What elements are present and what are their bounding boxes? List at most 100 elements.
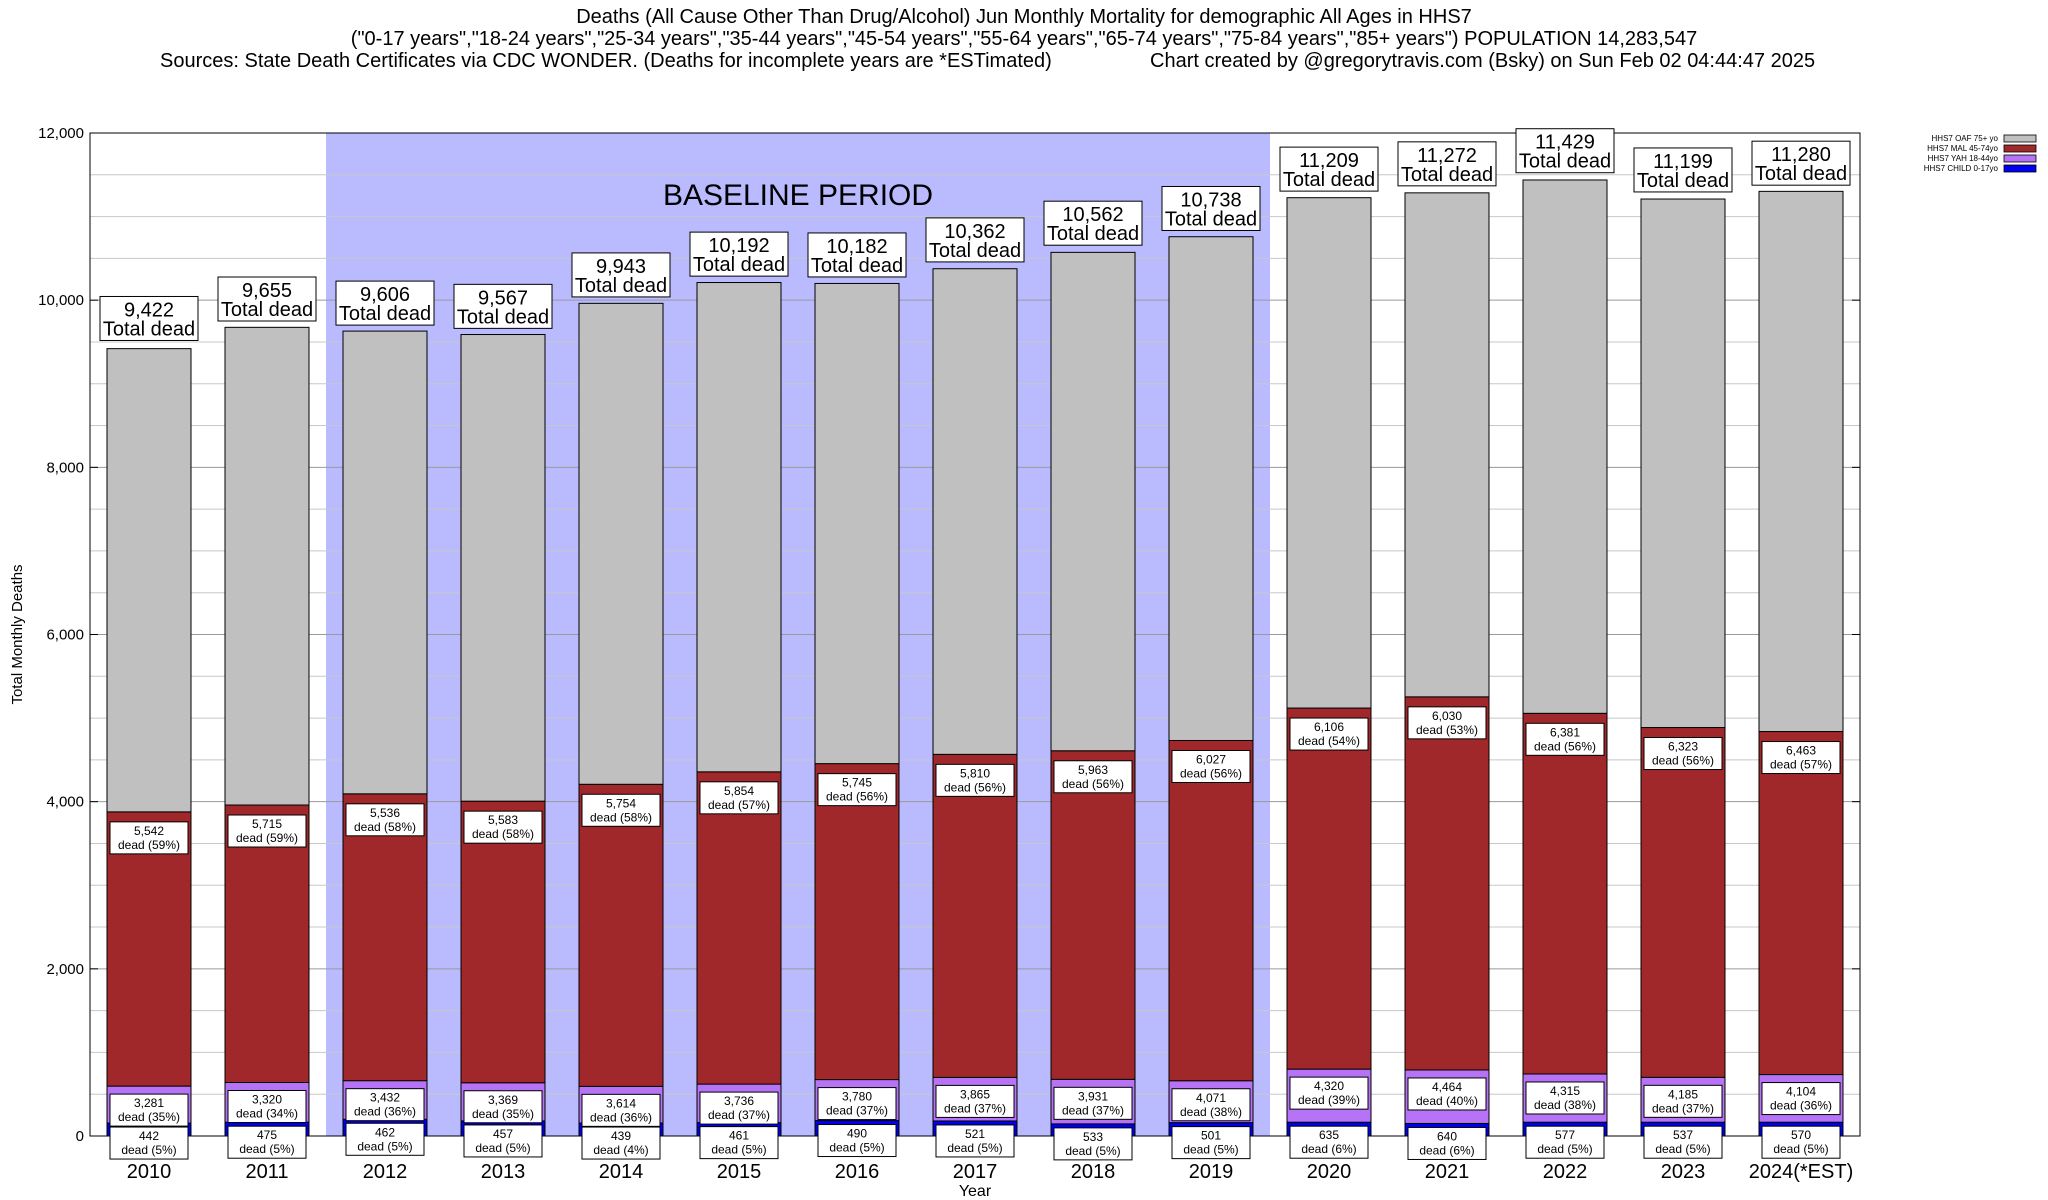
yah-label-box [581, 1126, 661, 1160]
mal-label-box [1643, 1084, 1723, 1118]
yah-label-value: 442 [139, 1129, 159, 1143]
oaf-label-pct: dead (56%) [944, 780, 1006, 794]
mal-label-value: 4,320 [1314, 1079, 1344, 1093]
mal-label-pct: dead (37%) [1652, 1101, 1714, 1115]
yah-label-pct: dead (5%) [1183, 1143, 1238, 1157]
mal-label-value: 3,614 [606, 1096, 636, 1110]
y-tick-label: 8,000 [46, 459, 84, 476]
chart-title: Deaths (All Cause Other Than Drug/Alcoho… [576, 6, 1472, 28]
x-tick-label: 2016 [835, 1161, 880, 1183]
total-value: 11,429 [1535, 132, 1595, 154]
total-label-box [571, 252, 671, 298]
total-text: Total dead [811, 255, 903, 277]
oaf-label-value: 5,963 [1078, 763, 1108, 777]
x-tick-label: 2022 [1543, 1161, 1588, 1183]
total-label-box [217, 276, 317, 322]
y-tick-label: 2,000 [46, 961, 84, 978]
total-text: Total dead [1283, 169, 1375, 191]
bar-segment [932, 268, 1018, 755]
total-label-box [99, 295, 199, 341]
yah-label-pct: dead (4%) [593, 1143, 648, 1157]
total-label-box [807, 232, 907, 278]
mal-label-pct: dead (38%) [1180, 1105, 1242, 1119]
total-label-box [453, 283, 553, 329]
total-text: Total dead [1401, 164, 1493, 186]
x-tick-label: 2018 [1071, 1161, 1116, 1183]
bar-segment [224, 326, 310, 806]
yah-label-value: 457 [493, 1127, 513, 1141]
total-value: 9,606 [360, 284, 410, 306]
legend-label: HHS7 YAH 18-44yo [1928, 154, 1999, 163]
yah-label-box [227, 1125, 307, 1159]
legend-swatch [2003, 164, 2037, 173]
mal-label-box [1525, 1081, 1605, 1115]
mal-label-value: 3,780 [842, 1090, 872, 1104]
yah-label-pct: dead (5%) [1773, 1142, 1828, 1156]
total-value: 10,562 [1062, 204, 1123, 226]
bar-segment [1168, 739, 1254, 1082]
mal-label-value: 4,071 [1196, 1091, 1226, 1105]
oaf-label-value: 6,463 [1786, 744, 1816, 758]
x-tick-label: 2017 [953, 1161, 998, 1183]
oaf-label-box [1171, 749, 1251, 783]
yah-label-pct: dead (5%) [1065, 1144, 1120, 1158]
yah-label-box [935, 1124, 1015, 1158]
yah-label-box [699, 1126, 779, 1160]
total-label-box [1633, 147, 1733, 193]
bar-segment [106, 348, 192, 813]
yah-label-value: 577 [1555, 1128, 1575, 1142]
oaf-label-value: 6,323 [1668, 740, 1698, 754]
bar-segment [1404, 696, 1490, 1071]
oaf-label-pct: dead (57%) [1770, 758, 1832, 772]
yah-label-value: 640 [1437, 1129, 1457, 1143]
oaf-label-value: 5,542 [134, 824, 164, 838]
x-tick-label: 2020 [1307, 1161, 1352, 1183]
yah-label-pct: dead (6%) [1419, 1143, 1474, 1157]
mal-label-pct: dead (35%) [118, 1110, 180, 1124]
yah-label-value: 439 [611, 1129, 631, 1143]
y-tick-label: 12,000 [38, 125, 84, 142]
mal-label-pct: dead (37%) [708, 1108, 770, 1122]
chart-subtitle: ("0-17 years","18-24 years","25-34 years… [350, 28, 1698, 50]
oaf-label-pct: dead (59%) [236, 831, 298, 845]
total-text: Total dead [1519, 151, 1611, 173]
chart-sources: Sources: State Death Certificates via CD… [160, 50, 1052, 72]
legend-swatch [2003, 144, 2037, 153]
oaf-label-box [1289, 717, 1369, 751]
total-label-box [689, 231, 789, 277]
bar-segment [224, 804, 310, 1084]
yah-label-value: 635 [1319, 1128, 1339, 1142]
oaf-label-pct: dead (56%) [1062, 777, 1124, 791]
oaf-label-value: 6,030 [1432, 709, 1462, 723]
bar-segment [106, 811, 192, 1087]
mal-label-box [817, 1087, 897, 1121]
mal-label-pct: dead (38%) [1534, 1098, 1596, 1112]
yah-label-box [1171, 1126, 1251, 1160]
oaf-label-value: 5,854 [724, 784, 754, 798]
mal-label-value: 4,185 [1668, 1087, 1698, 1101]
total-text: Total dead [339, 303, 431, 325]
oaf-label-value: 6,027 [1196, 752, 1226, 766]
bar-segment [1050, 251, 1136, 752]
mal-label-pct: dead (36%) [590, 1110, 652, 1124]
yah-label-value: 521 [965, 1127, 985, 1141]
mal-label-pct: dead (37%) [944, 1101, 1006, 1115]
legend-label: HHS7 MAL 45-74yo [1927, 144, 1998, 153]
bar-segment [1640, 198, 1726, 729]
bar-segment [932, 753, 1018, 1078]
legend-label: HHS7 OAF 75+ yo [1932, 134, 1999, 143]
mal-label-value: 4,464 [1432, 1080, 1462, 1094]
legend-label: HHS7 CHILD 0-17yo [1924, 164, 1999, 173]
yah-label-box [1053, 1127, 1133, 1161]
mal-label-box [581, 1093, 661, 1127]
mal-label-box [935, 1084, 1015, 1118]
x-tick-label: 2010 [127, 1161, 172, 1183]
bar-segment [1050, 750, 1136, 1080]
y-tick-label: 10,000 [38, 292, 84, 309]
oaf-label-pct: dead (59%) [118, 838, 180, 852]
mal-label-pct: dead (36%) [354, 1105, 416, 1119]
total-value: 10,738 [1180, 189, 1241, 211]
total-text: Total dead [103, 318, 195, 340]
oaf-label-value: 5,810 [960, 766, 990, 780]
yah-label-value: 537 [1673, 1128, 1693, 1142]
